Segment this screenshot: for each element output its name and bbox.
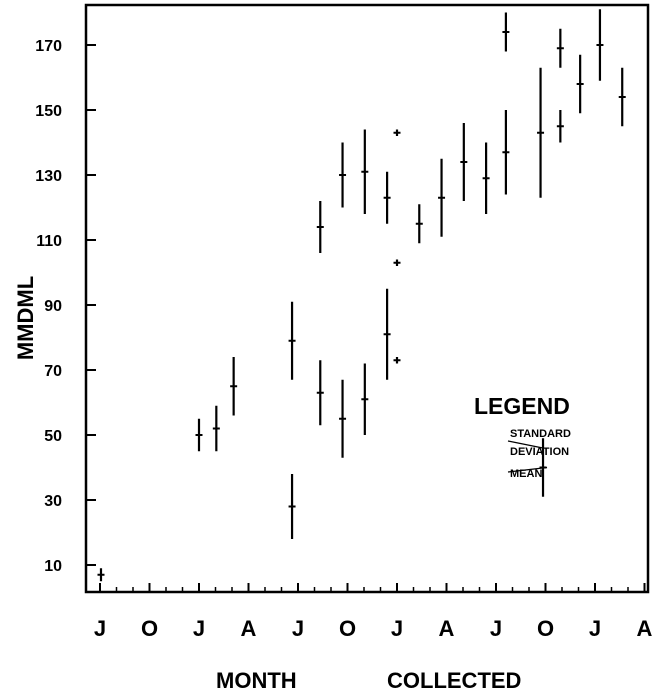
x-tick-label: O bbox=[141, 616, 158, 641]
x-tick-label: J bbox=[391, 616, 403, 641]
data-point bbox=[393, 129, 401, 136]
data-point bbox=[383, 171, 391, 224]
y-tick-label: 110 bbox=[36, 233, 62, 250]
data-point bbox=[460, 123, 468, 201]
x-tick-label: O bbox=[339, 616, 356, 641]
data-point bbox=[339, 379, 347, 458]
y-tick-label: 10 bbox=[44, 558, 62, 575]
legend-title: LEGEND bbox=[474, 393, 570, 419]
data-point bbox=[383, 288, 391, 380]
data-point bbox=[415, 204, 423, 244]
data-point bbox=[393, 259, 401, 266]
data-point bbox=[316, 360, 324, 426]
data-point bbox=[537, 67, 545, 198]
y-axis-label: MMDML bbox=[13, 276, 38, 360]
data-point bbox=[361, 363, 369, 435]
data-point bbox=[230, 357, 238, 416]
data-point bbox=[596, 9, 604, 81]
x-tick-label: J bbox=[589, 616, 601, 641]
y-tick-label: 90 bbox=[44, 298, 62, 315]
y-tick-label: 150 bbox=[35, 103, 62, 120]
legend-deviation-leader bbox=[507, 440, 545, 449]
data-point bbox=[502, 12, 510, 52]
data-point bbox=[438, 158, 446, 237]
data-point bbox=[97, 568, 105, 582]
data-point bbox=[339, 142, 347, 208]
data-point bbox=[393, 357, 401, 364]
data-point bbox=[361, 129, 369, 214]
data-point bbox=[288, 301, 296, 380]
y-tick-label: 50 bbox=[44, 428, 62, 445]
x-tick-label: J bbox=[94, 616, 106, 641]
x-tick-label: O bbox=[537, 616, 554, 641]
data-point bbox=[556, 28, 564, 68]
data-point bbox=[288, 474, 296, 539]
data-point bbox=[195, 418, 203, 452]
y-tick-label: 70 bbox=[44, 363, 62, 380]
legend-deviation-label: DEVIATION bbox=[510, 446, 569, 458]
data-point bbox=[502, 110, 510, 195]
data-point bbox=[576, 54, 584, 114]
data-point bbox=[556, 110, 564, 143]
x-tick-label: J bbox=[193, 616, 205, 641]
y-tick-label: 130 bbox=[35, 168, 62, 185]
data-point bbox=[212, 405, 220, 452]
x-axis-label-collected: COLLECTED bbox=[387, 668, 521, 693]
plot-frame bbox=[84, 3, 650, 594]
data-point bbox=[316, 201, 324, 253]
data-point bbox=[482, 142, 490, 214]
x-tick-label: J bbox=[292, 616, 304, 641]
data-point bbox=[618, 67, 626, 127]
x-tick-label: A bbox=[241, 616, 257, 641]
x-tick-label: A bbox=[637, 616, 652, 641]
x-tick-label: J bbox=[490, 616, 502, 641]
x-tick-label: A bbox=[439, 616, 455, 641]
legend-standard-label: STANDARD bbox=[510, 428, 571, 440]
y-tick-label: 170 bbox=[35, 38, 62, 55]
x-axis-label-month: MONTH bbox=[216, 668, 297, 693]
y-tick-label: 30 bbox=[44, 493, 62, 510]
legend-mean-leader bbox=[507, 466, 548, 473]
